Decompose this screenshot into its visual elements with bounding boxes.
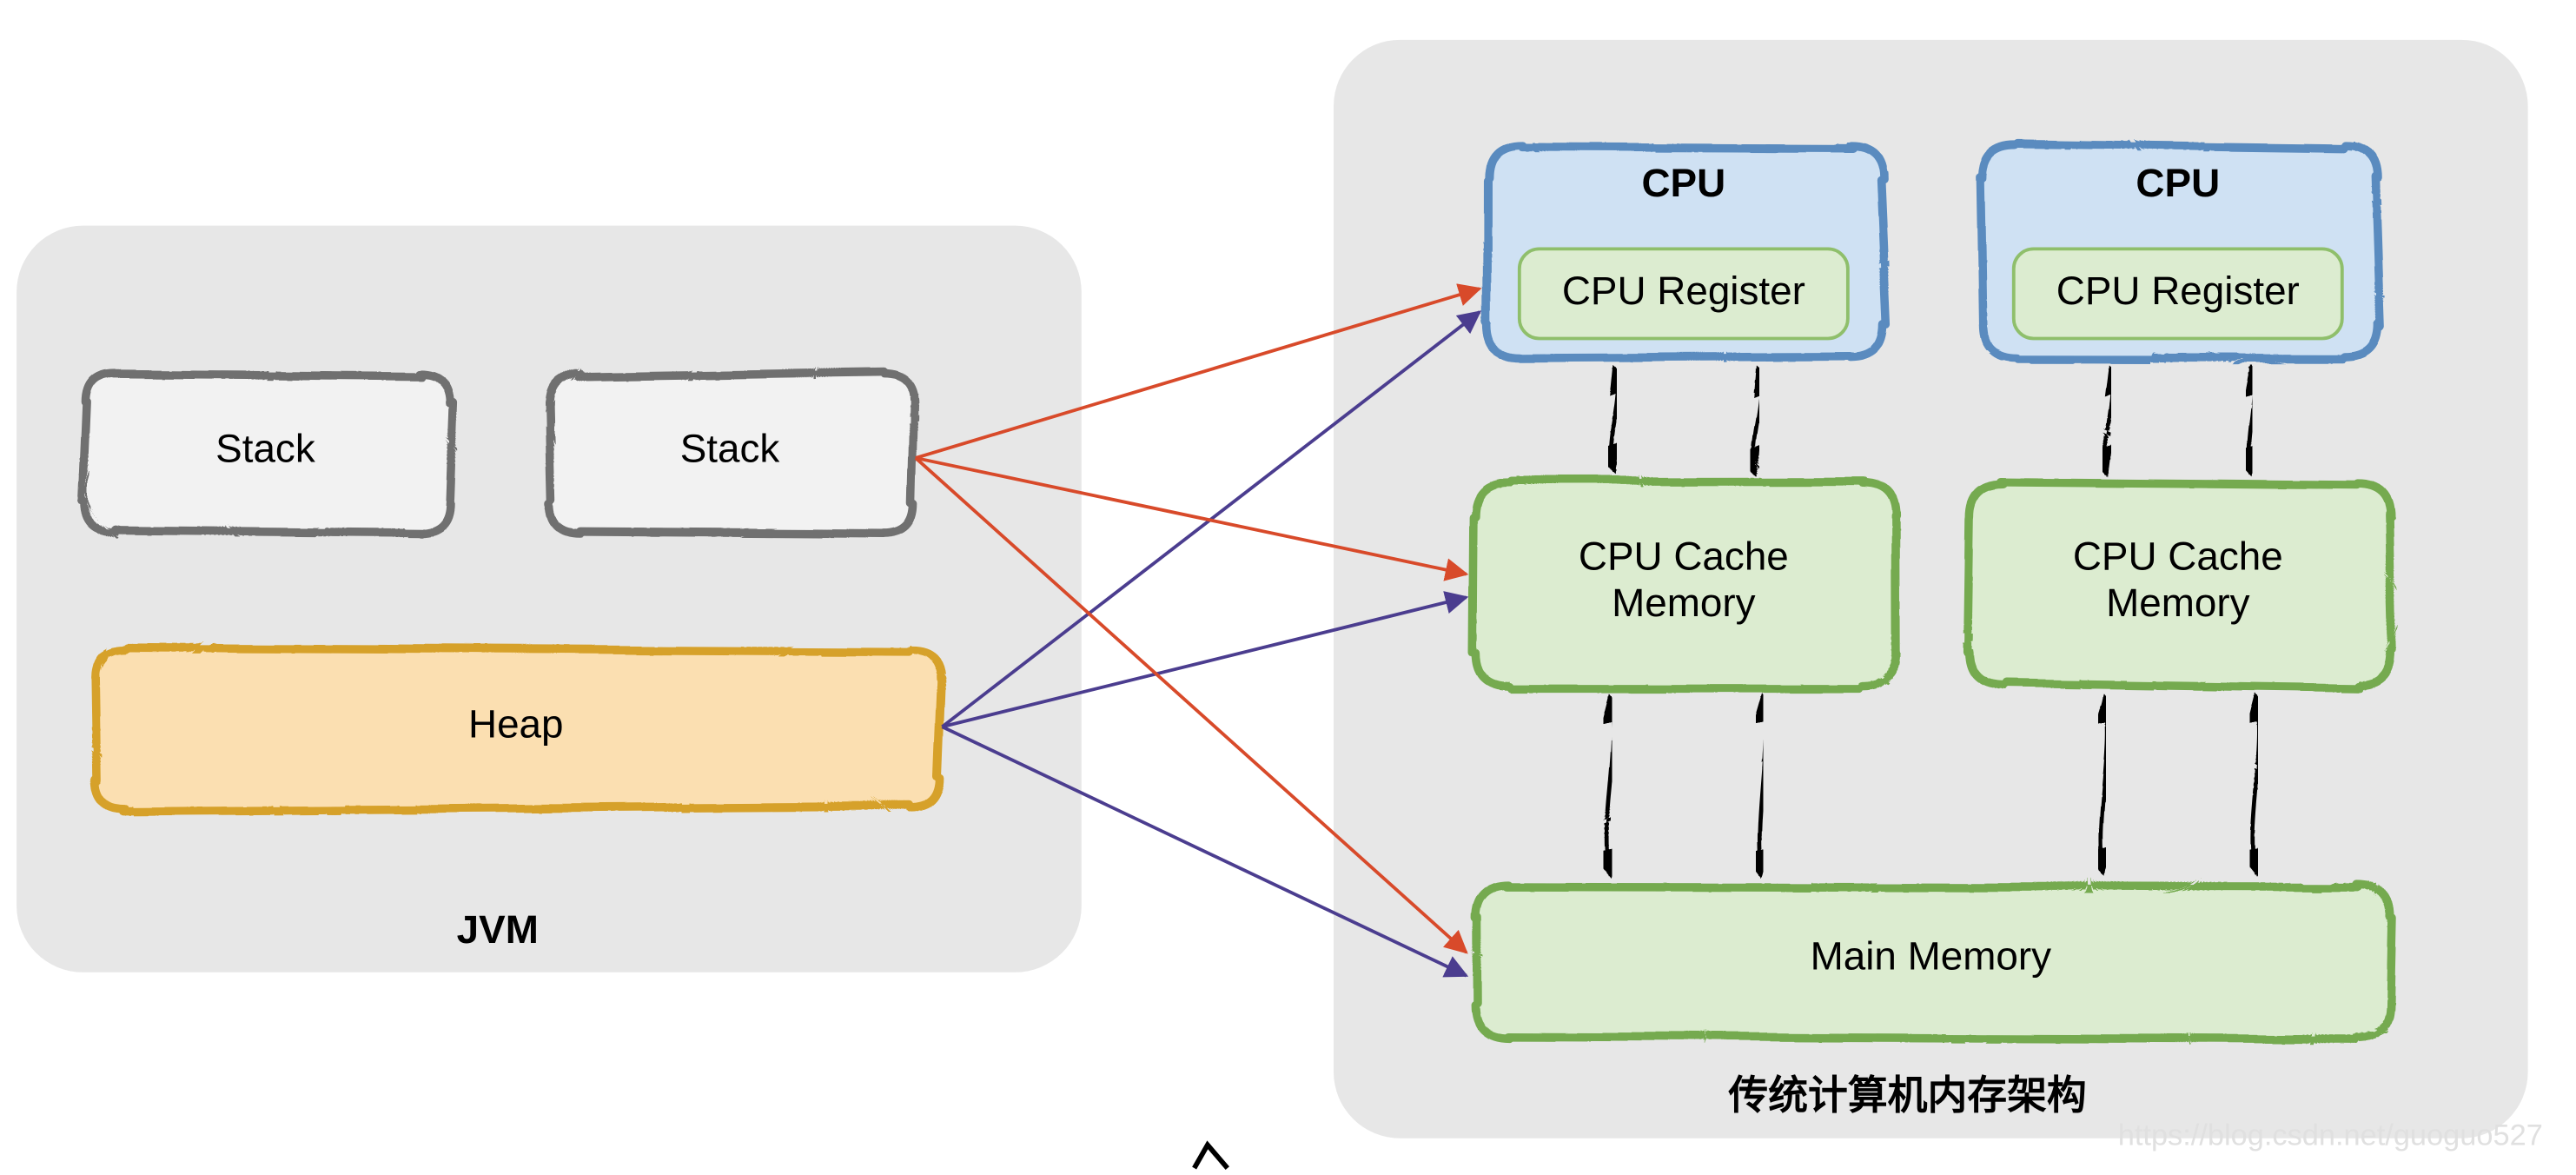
cpu-label-2: CPU (2136, 161, 2220, 205)
cache-label-1-l1: CPU Cache (1579, 534, 1789, 579)
jvm-title: JVM (457, 907, 539, 952)
stack-label-2: Stack (680, 426, 780, 470)
cache-label-1-l2: Memory (1612, 581, 1756, 625)
stack-label-1: Stack (215, 426, 315, 470)
cpu-register-label-2: CPU Register (2056, 269, 2300, 313)
heap-label: Heap (468, 701, 564, 746)
jvm-panel (17, 226, 1082, 973)
cpu-register-label-1: CPU Register (1562, 269, 1805, 313)
cpu-label-1: CPU (1641, 161, 1725, 205)
hardware-title: 传统计算机内存架构 (1727, 1073, 2086, 1118)
watermark: https://blog.csdn.net/guoguo527 (2118, 1119, 2543, 1152)
main-memory-label: Main Memory (1811, 934, 2052, 979)
cache-label-2-l1: CPU Cache (2073, 534, 2283, 579)
cache-label-2-l2: Memory (2106, 581, 2250, 625)
